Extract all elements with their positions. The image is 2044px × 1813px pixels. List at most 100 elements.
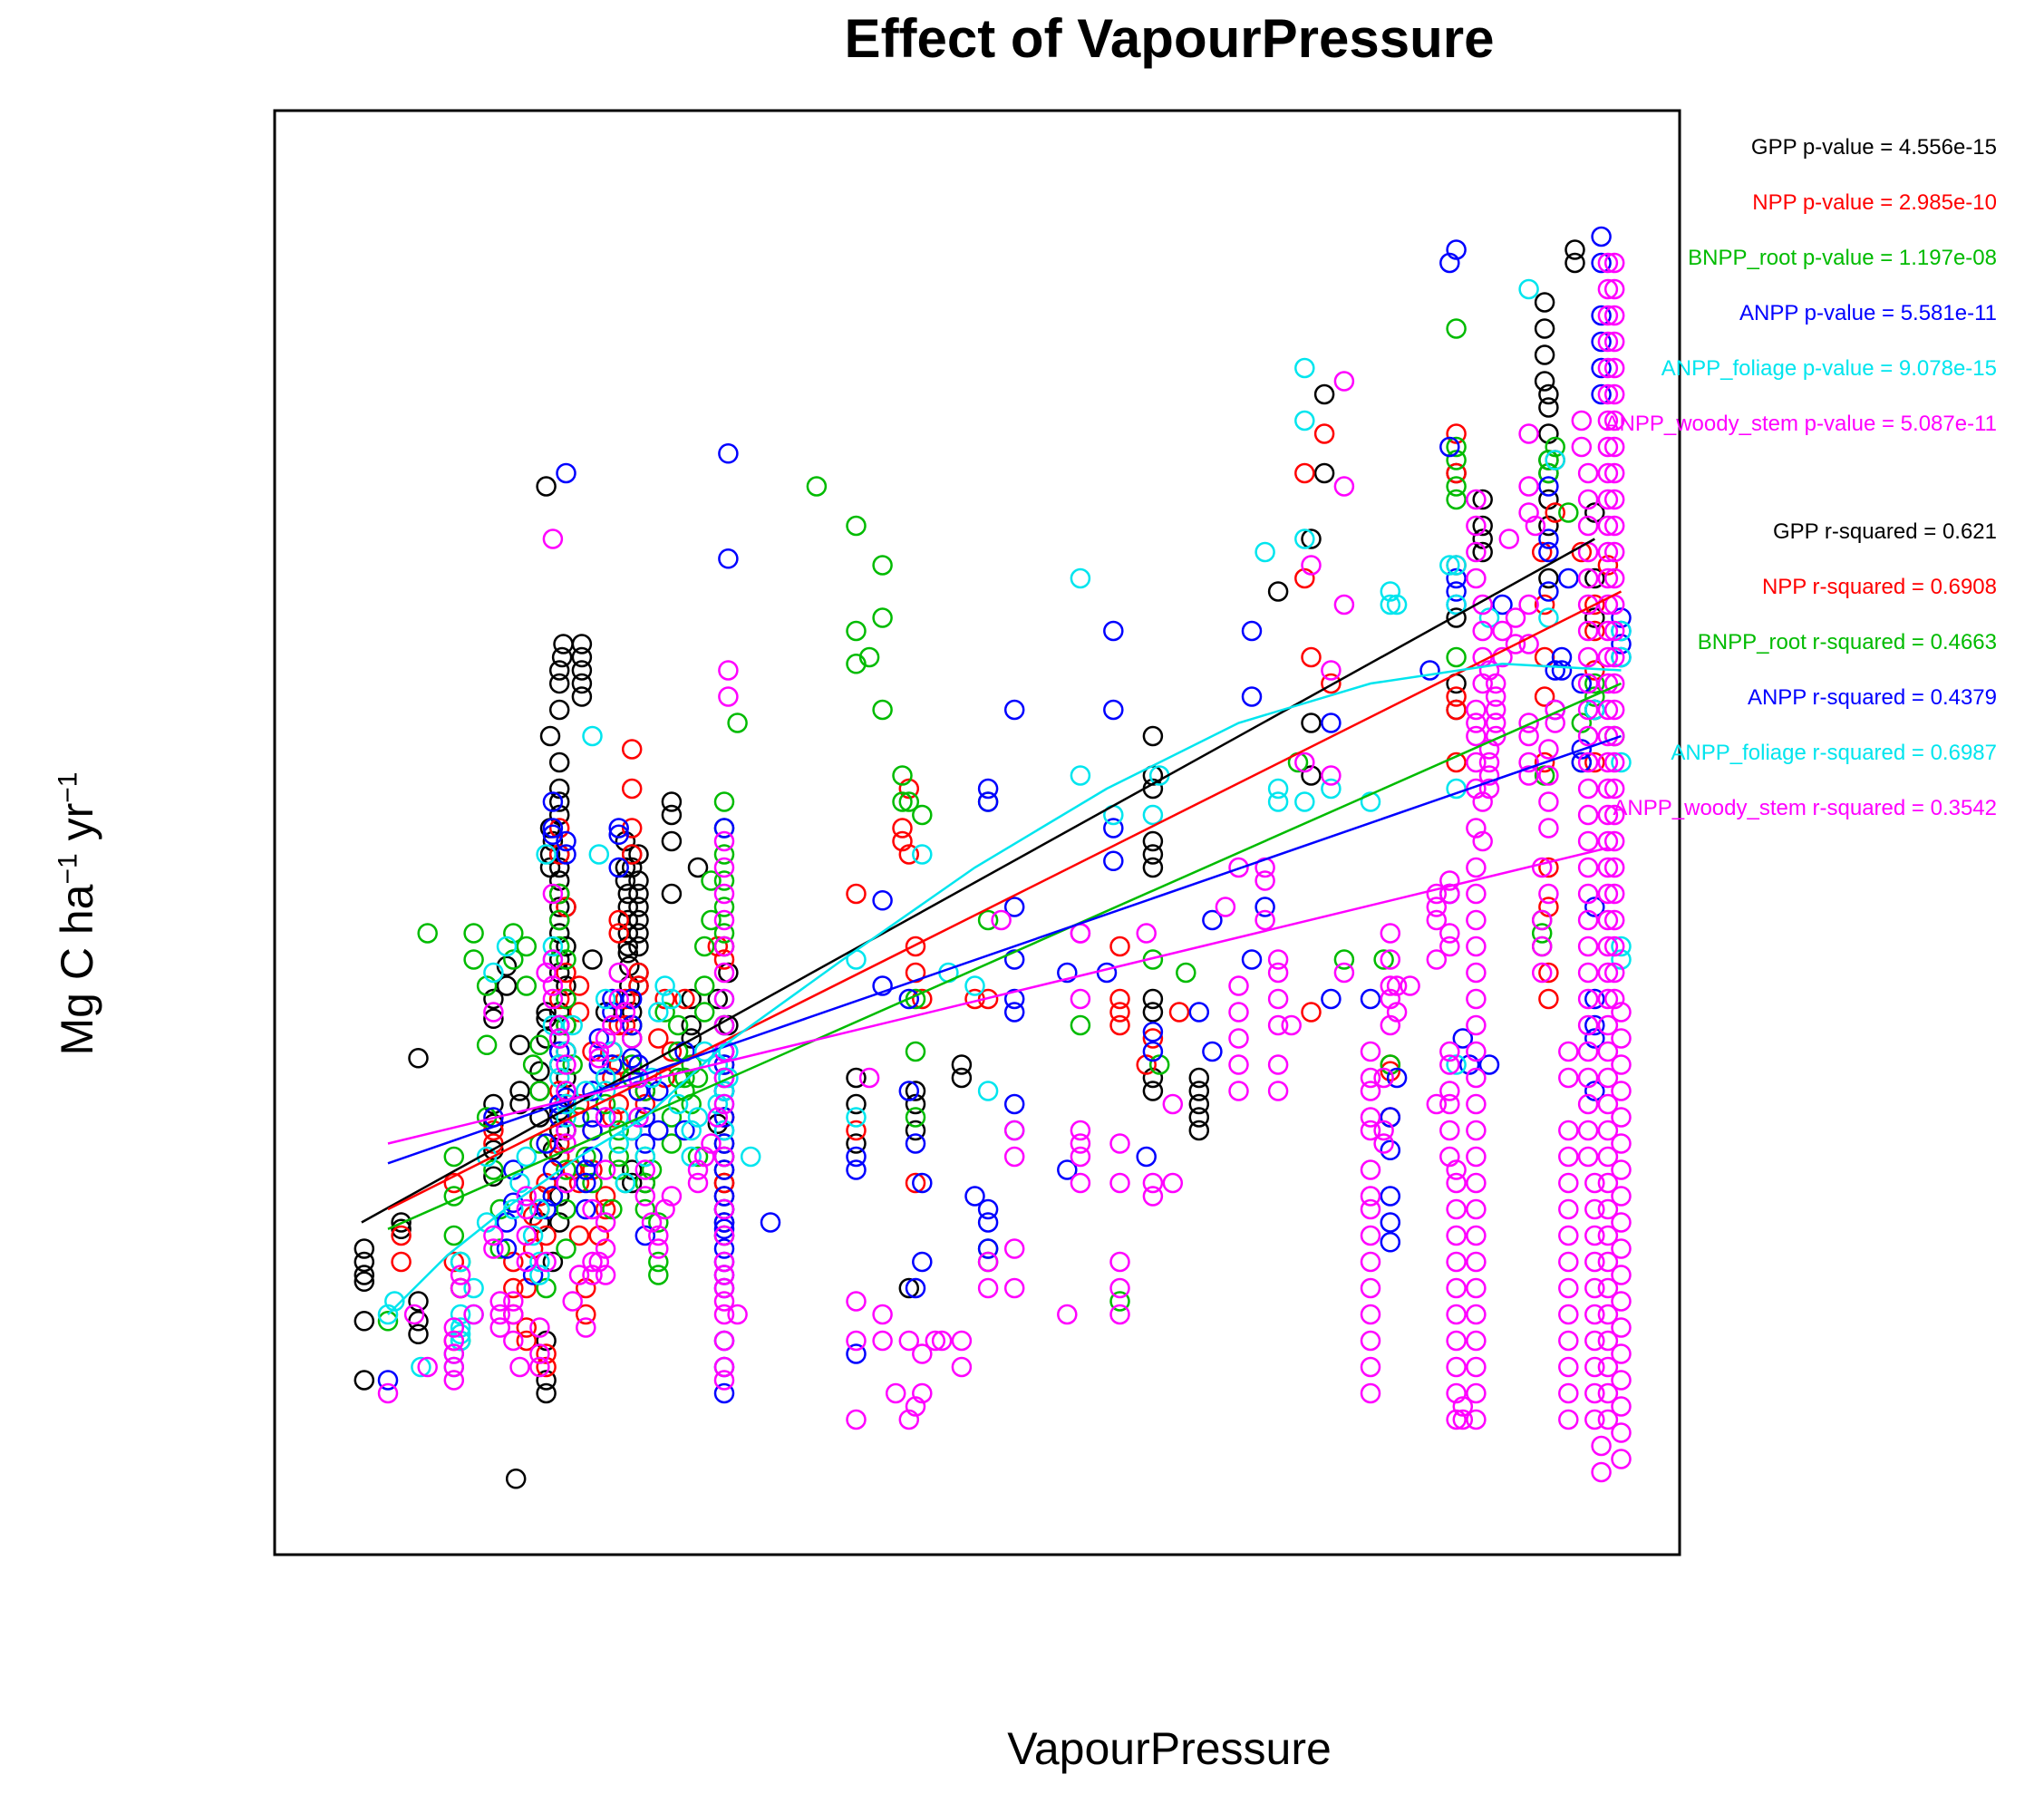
point-anpp-woody-stem [582, 1198, 603, 1220]
point-gpp [661, 830, 683, 852]
point-npp [707, 936, 729, 957]
point-anpp [1538, 476, 1559, 497]
point-npp [1301, 646, 1322, 668]
point-npp [1584, 620, 1605, 642]
point-npp [1538, 897, 1559, 917]
point-gpp [536, 1370, 557, 1391]
point-anpp-woody-stem [1577, 936, 1599, 957]
point-anpp-woody-stem [529, 1356, 550, 1378]
point-anpp [1452, 1028, 1474, 1049]
point-anpp-woody-stem [1611, 1028, 1632, 1049]
point-anpp-foliage [707, 1093, 729, 1115]
point-anpp-foliage [1439, 555, 1460, 576]
point-gpp [408, 1291, 429, 1312]
point-anpp-woody-stem [1597, 383, 1619, 405]
point-anpp-woody-stem [1333, 371, 1355, 392]
point-anpp-woody-stem [1558, 1382, 1579, 1404]
point-anpp-woody-stem [1518, 765, 1539, 786]
point-anpp [1003, 949, 1025, 970]
point-anpp [1478, 1054, 1500, 1075]
point-anpp-woody-stem [1439, 1054, 1460, 1075]
point-anpp-woody-stem [1142, 1186, 1164, 1207]
point-anpp-foliage [588, 844, 610, 865]
point-bnpp-root [548, 909, 570, 931]
point-anpp-woody-stem [1446, 1409, 1467, 1430]
point-anpp-woody-stem [548, 1028, 570, 1049]
stats-legend: GPP p-value = 4.556e-15 GPP r-squared = 0… [1605, 135, 1997, 820]
point-anpp-woody-stem [1577, 725, 1599, 747]
point-npp [529, 1186, 550, 1207]
point-anpp-woody-stem [1611, 1002, 1632, 1023]
point-gpp [628, 897, 649, 917]
point-anpp-woody-stem [1426, 883, 1448, 905]
point-bnpp-root [693, 975, 715, 996]
point-anpp-woody-stem [1466, 1146, 1487, 1168]
point-anpp-woody-stem [582, 1251, 603, 1273]
point-anpp-woody-stem [1426, 949, 1448, 970]
point-anpp [1241, 949, 1263, 970]
point-gpp [548, 699, 570, 721]
point-anpp-woody-stem [912, 1382, 933, 1404]
point-anpp [977, 1198, 999, 1220]
point-anpp-woody-stem [1611, 1054, 1632, 1075]
point-anpp-woody-stem [1466, 699, 1487, 721]
point-anpp [1057, 1159, 1078, 1180]
point-anpp [1103, 850, 1124, 872]
p-value-label-npp: NPP p-value = 2.985e-10 [1752, 190, 1997, 215]
point-anpp-woody-stem [1452, 1396, 1474, 1417]
point-anpp-woody-stem [588, 1048, 610, 1069]
point-anpp-woody-stem [1466, 1172, 1487, 1194]
point-anpp-woody-stem [1057, 1304, 1078, 1325]
point-anpp-woody-stem [1597, 567, 1619, 589]
point-anpp-woody-stem [1466, 1330, 1487, 1352]
point-anpp-woody-stem [1360, 1041, 1381, 1062]
point-anpp-woody-stem [1597, 462, 1619, 484]
point-gpp [354, 1238, 375, 1259]
point-gpp [951, 1067, 973, 1089]
point-gpp [1534, 371, 1555, 392]
point-anpp-woody-stem [483, 1225, 504, 1246]
point-gpp [354, 1271, 375, 1293]
point-bnpp-root [846, 620, 867, 642]
point-gpp [548, 1186, 570, 1207]
point-anpp-foliage [648, 1002, 669, 1023]
point-gpp [681, 1014, 702, 1036]
point-gpp [1188, 1120, 1210, 1141]
point-anpp [872, 975, 893, 996]
point-anpp-woody-stem [1452, 1409, 1474, 1430]
point-bnpp-root [548, 883, 570, 905]
point-npp [628, 975, 649, 996]
point-anpp-foliage [1254, 541, 1275, 563]
point-anpp-foliage [1294, 357, 1315, 379]
point-anpp-woody-stem [1584, 1356, 1605, 1378]
point-npp [648, 1028, 669, 1049]
point-anpp-foliage [1294, 528, 1315, 549]
point-anpp [713, 1107, 735, 1128]
point-npp [892, 818, 913, 839]
point-anpp-woody-stem [1577, 830, 1599, 852]
point-anpp-woody-stem [713, 962, 735, 984]
point-anpp-woody-stem [713, 1093, 735, 1115]
point-bnpp-root [693, 936, 715, 957]
point-anpp-foliage [1611, 620, 1632, 642]
point-anpp-woody-stem [727, 1304, 748, 1325]
point-npp [516, 1317, 538, 1338]
point-anpp-woody-stem [1070, 988, 1091, 1010]
point-bnpp-root [648, 1212, 669, 1233]
point-anpp-woody-stem [872, 1304, 893, 1325]
point-anpp-woody-stem [1466, 1120, 1487, 1141]
point-anpp-woody-stem [1525, 515, 1546, 537]
point-anpp-woody-stem [713, 1265, 735, 1285]
point-anpp-woody-stem [1446, 1304, 1467, 1325]
point-anpp-woody-stem [1597, 331, 1619, 353]
point-npp [621, 844, 643, 865]
point-gpp [1142, 725, 1164, 747]
point-anpp-woody-stem [1373, 1067, 1394, 1089]
point-anpp-woody-stem [1577, 1093, 1599, 1115]
point-bnpp-root [892, 791, 913, 812]
point-anpp-woody-stem [516, 1186, 538, 1207]
point-gpp [628, 870, 649, 891]
point-anpp-foliage [912, 844, 933, 865]
point-gpp [1301, 765, 1322, 786]
point-anpp-woody-stem [1597, 1251, 1619, 1273]
